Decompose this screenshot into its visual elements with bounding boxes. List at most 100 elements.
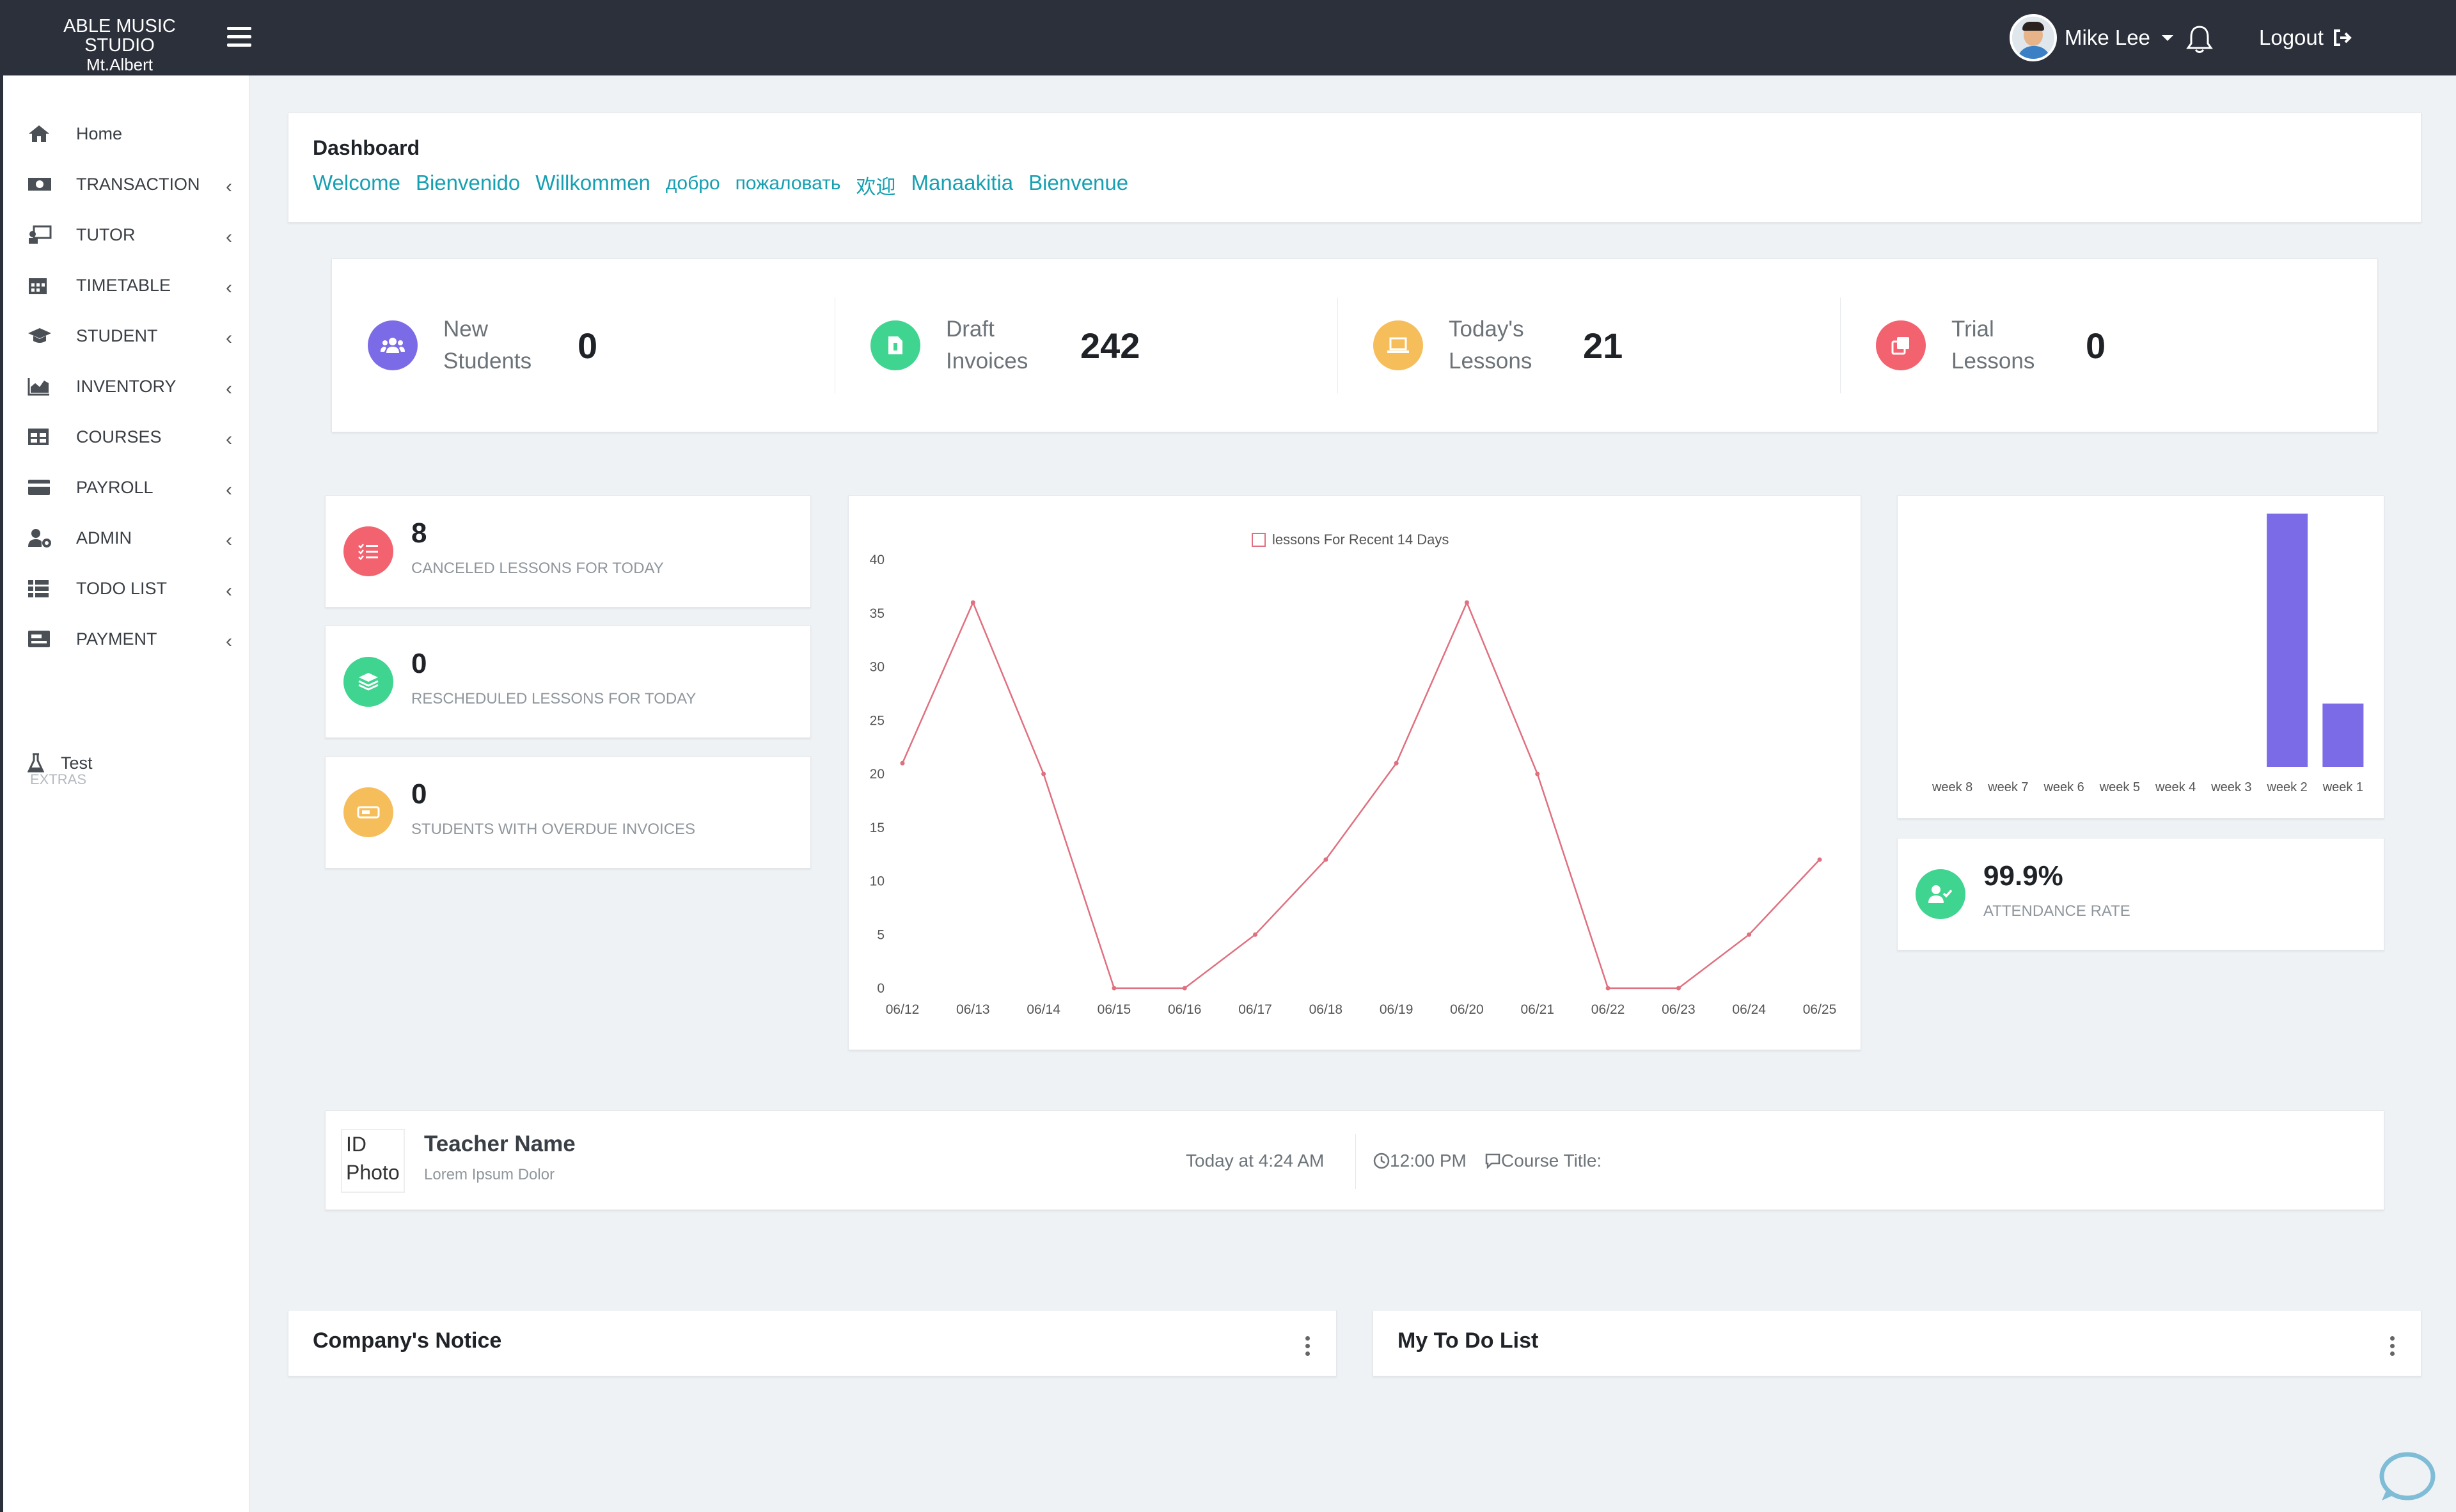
comment-icon	[1485, 1153, 1500, 1169]
bar-chart-plot: week 8 week 7 week 6 week 5 week 4 week 3 week…	[1932, 514, 2364, 794]
chevron-left-icon: ‹	[226, 429, 232, 450]
x-tick-label: 06/20	[1450, 1002, 1484, 1017]
sidebar-item-label: TIMETABLE	[76, 275, 171, 295]
teacher-subtitle: Lorem Ipsum Dolor	[424, 1166, 555, 1183]
menu-toggle-icon[interactable]	[227, 27, 251, 49]
sidebar-item-test[interactable]: Test	[28, 747, 232, 779]
sidebar-item-label: STUDENT	[76, 326, 158, 345]
data-point	[1747, 932, 1752, 937]
more-options-icon[interactable]	[2390, 1336, 2395, 1359]
flask-icon	[28, 752, 47, 774]
logout-button[interactable]: Logout	[2259, 26, 2353, 50]
sidebar-item-admin[interactable]: ADMIN ‹	[28, 522, 232, 554]
chevron-left-icon: ‹	[226, 176, 232, 197]
weekly-bar-chart: week 8 week 7 week 6 week 5 week 4 week 3 week…	[1897, 495, 2384, 819]
todo-list-panel: My To Do List	[1373, 1310, 2421, 1376]
chart-legend[interactable]: lessons For Recent 14 Days	[1252, 532, 1449, 548]
sidebar-item-inventory[interactable]: INVENTORY ‹	[28, 370, 232, 402]
user-menu[interactable]: Mike Lee	[2010, 14, 2173, 61]
welcome-link[interactable]: Bienvenue	[1028, 171, 1129, 194]
ticket-icon	[343, 787, 393, 837]
sidebar-item-timetable[interactable]: TIMETABLE ‹	[28, 269, 232, 301]
sidebar-item-todo-list[interactable]: TODO LIST ‹	[28, 572, 232, 604]
page-title: Dashboard	[313, 136, 420, 159]
welcome-link[interactable]: Manaakitia	[911, 171, 1014, 194]
chevron-left-icon: ‹	[226, 631, 232, 652]
stat-value: 0	[2086, 325, 2106, 366]
clock-icon	[1373, 1153, 1390, 1169]
sidebar-item-tutor[interactable]: TUTOR ‹	[28, 219, 232, 251]
stat-trial-lessons[interactable]: Trial Lessons 0	[1876, 259, 2106, 432]
home-icon	[28, 123, 56, 145]
welcome-link[interactable]: Willkommen	[535, 171, 650, 194]
stat-value: 0	[578, 325, 598, 366]
x-tick-label: 06/25	[1803, 1002, 1837, 1017]
sidebar-item-student[interactable]: STUDENT ‹	[28, 320, 232, 352]
stat-value: 242	[1080, 325, 1140, 366]
welcome-link[interactable]: 欢迎	[856, 176, 896, 198]
teacher-icon	[28, 224, 56, 246]
calendar-icon	[28, 274, 56, 296]
chevron-left-icon: ‹	[226, 580, 232, 601]
chart-icon	[28, 375, 56, 397]
sign-out-icon	[2333, 29, 2352, 46]
sidebar-item-label: TRANSACTION	[76, 174, 200, 194]
lesson-time: Today at 4:24 AM	[1186, 1151, 1325, 1170]
canceled-lessons-card[interactable]: 8 CANCELED LESSONS FOR TODAY	[325, 495, 811, 608]
copy-icon	[1876, 320, 1926, 370]
bell-icon[interactable]	[2185, 24, 2214, 55]
stat-draft-invoices[interactable]: Draft Invoices 242	[870, 259, 1140, 432]
y-tick-label: 0	[877, 981, 885, 996]
data-point	[1041, 771, 1046, 776]
card-value: 0	[411, 778, 427, 810]
x-tick-label: 06/24	[1732, 1002, 1766, 1017]
overdue-invoices-card[interactable]: 0 STUDENTS WITH OVERDUE INVOICES	[325, 756, 811, 869]
legend-swatch	[1252, 533, 1266, 547]
x-tick-label: week 3	[2210, 780, 2251, 794]
stat-label: New	[443, 317, 489, 342]
payment-icon	[28, 628, 56, 650]
welcome-link[interactable]: пожаловать	[735, 173, 841, 194]
welcome-link[interactable]: Welcome	[313, 171, 400, 194]
sidebar-item-transaction[interactable]: TRANSACTION ‹	[28, 168, 232, 200]
laptop-icon	[1373, 320, 1423, 370]
sidebar-item-label: PAYROLL	[76, 477, 154, 497]
stat-todays-lessons[interactable]: Today's Lessons 21	[1373, 259, 1623, 432]
rescheduled-lessons-card[interactable]: 0 RESCHEDULED LESSONS FOR TODAY	[325, 626, 811, 738]
stat-label: Students	[443, 349, 532, 374]
chat-bubble-icon[interactable]	[2378, 1452, 2436, 1503]
series-line	[901, 600, 1820, 989]
data-point	[1535, 771, 1540, 776]
sidebar-item-home[interactable]: Home	[28, 118, 232, 150]
chevron-left-icon: ‹	[226, 378, 232, 399]
line-chart-plot: 0 5 10 15 20 25 30 35 40 06/12 06/13 06/14 06/15 06/1…	[870, 553, 1837, 1017]
attendance-value: 99.9%	[1983, 860, 2063, 892]
list-check-icon	[343, 526, 393, 576]
y-tick-label: 10	[870, 874, 885, 889]
more-options-icon[interactable]	[1305, 1336, 1311, 1359]
sidebar-item-courses[interactable]: COURSES ‹	[28, 421, 232, 453]
teacher-photo: ID Photo	[341, 1129, 405, 1193]
stat-label: Today's	[1449, 317, 1524, 342]
y-tick-label: 30	[870, 660, 885, 675]
welcome-languages: Welcome Bienvenido Willkommen добро пожа…	[313, 171, 1128, 200]
card-value: 8	[411, 517, 427, 549]
data-point	[1676, 986, 1681, 991]
sidebar-item-payroll[interactable]: PAYROLL ‹	[28, 471, 232, 503]
x-tick-label: 06/12	[886, 1002, 920, 1017]
file-icon	[870, 320, 920, 370]
panel-title: Company's Notice	[313, 1328, 502, 1353]
welcome-link[interactable]: добро	[665, 173, 720, 194]
list-icon	[28, 578, 56, 599]
teacher-lesson-row[interactable]: ID Photo Teacher Name Lorem Ipsum Dolor …	[325, 1110, 2384, 1210]
chevron-left-icon: ‹	[226, 327, 232, 349]
sidebar-item-payment[interactable]: PAYMENT ‹	[28, 623, 232, 655]
card-label: CANCELED LESSONS FOR TODAY	[411, 560, 664, 577]
brand-logo[interactable]: ABLE MUSIC STUDIO Mt.Albert	[27, 17, 212, 74]
data-point	[970, 600, 975, 605]
welcome-link[interactable]: Bienvenido	[415, 171, 521, 194]
stat-new-students[interactable]: New Students 0	[368, 259, 597, 432]
stat-label: Trial	[1951, 317, 1994, 342]
brand-name: ABLE MUSIC STUDIO	[63, 16, 176, 56]
attendance-card[interactable]: 99.9% ATTENDANCE RATE	[1897, 838, 2384, 950]
